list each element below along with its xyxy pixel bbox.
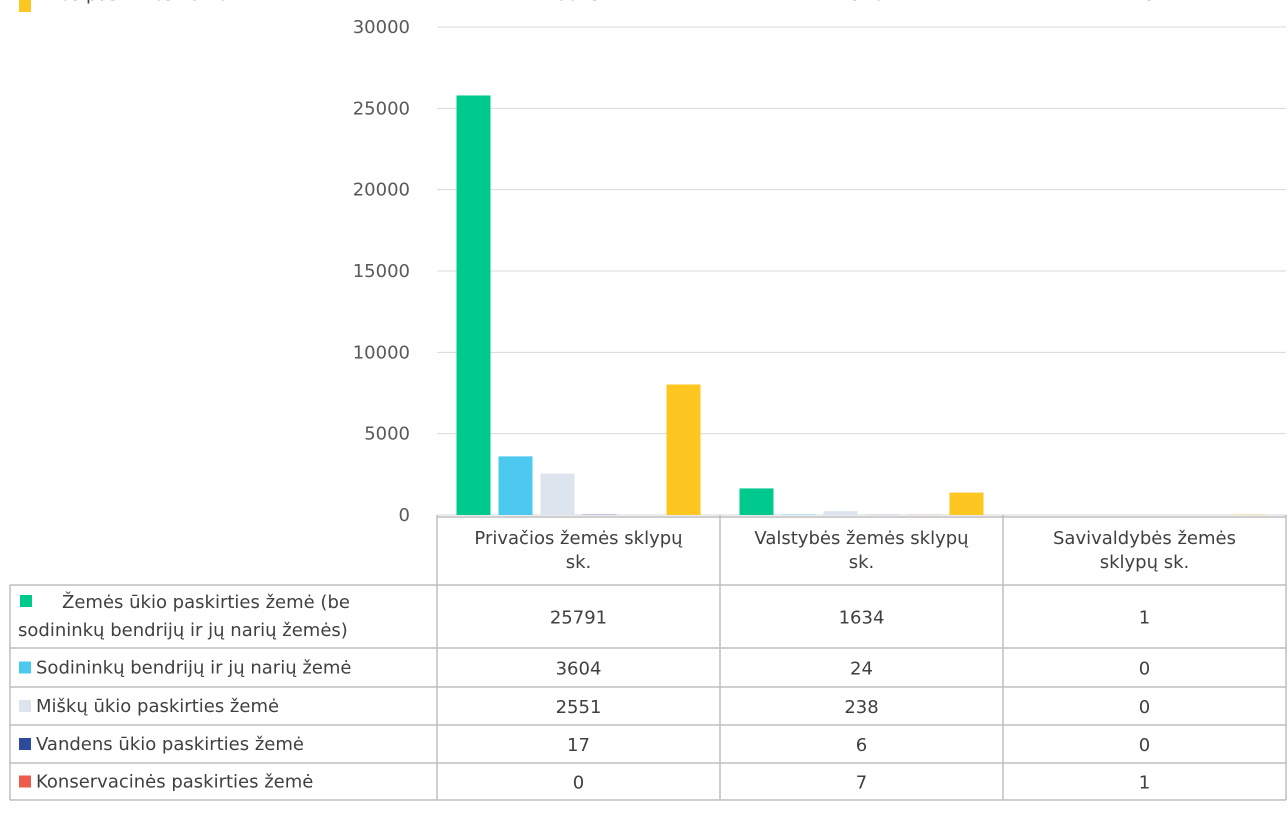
legend-key (19, 661, 31, 674)
data-table-value: 1 (1139, 773, 1150, 794)
data-table-value: 1378 (839, 0, 885, 5)
bar (666, 384, 701, 515)
y-tick-label: 20000 (353, 180, 410, 201)
series-name: Žemės ūkio paskirties žemė (be sodininkų … (18, 591, 350, 641)
data-table-value: 2551 (556, 697, 602, 718)
series-name: Miškų ūkio paskirties žemė (36, 696, 279, 717)
data-table-value: 1 (1139, 608, 1150, 629)
bar (823, 511, 858, 515)
data-table-value: 3604 (556, 659, 602, 680)
y-tick-label: 25000 (353, 98, 410, 119)
y-tick-label: 10000 (353, 342, 410, 363)
data-table-value: 7 (856, 773, 867, 794)
data-table-value: 15 (1133, 0, 1156, 5)
category-label: Privačios žemės sklypų sk. (474, 528, 683, 573)
bars (456, 95, 1267, 515)
legend-key (19, 0, 31, 12)
legend-key (19, 700, 31, 712)
data-table-value: 8023 (556, 0, 602, 5)
legend-key (20, 595, 32, 607)
data-table-value: 0 (573, 773, 584, 794)
gridlines (437, 26, 1286, 516)
y-axis-tick-labels: 0 5000 10000 15000 20000 25000 30000 (353, 17, 410, 526)
data-table-value: 238 (844, 697, 878, 718)
legend-key (19, 775, 31, 788)
data-table-value: 1634 (839, 608, 885, 629)
data-table-value: 6 (856, 735, 867, 756)
series-name: Kitos paskirties žemė (36, 0, 228, 5)
series-name: Konservacinės paskirties žemė (36, 772, 313, 793)
bar (739, 488, 774, 515)
bar (498, 456, 533, 515)
category-label: Valstybės žemės sklypų sk. (754, 528, 969, 573)
data-table-value: 17 (567, 735, 590, 756)
legend-key (19, 738, 31, 750)
bar (540, 473, 575, 515)
data-table-value: 0 (1139, 735, 1150, 756)
data-table-value: 0 (1139, 697, 1150, 718)
bar (949, 492, 984, 515)
bar (456, 95, 491, 515)
data-table-value: 24 (850, 659, 873, 680)
series-name: Sodininkų bendrijų ir jų narių žemė (36, 658, 351, 679)
data-table: Privačios žemės sklypų sk. Valstybės žemės… (9, 0, 1287, 801)
y-tick-label: 5000 (364, 424, 410, 445)
y-tick-label: 15000 (353, 261, 410, 282)
y-tick-label: 0 (399, 505, 410, 526)
category-label: Savivaldybės žemės sklypų sk. (1053, 528, 1236, 573)
data-table-value: 0 (1139, 659, 1150, 680)
y-tick-label: 30000 (353, 17, 410, 38)
series-name: Vandens ūkio paskirties žemė (36, 734, 304, 755)
data-table-value: 25791 (550, 608, 607, 629)
